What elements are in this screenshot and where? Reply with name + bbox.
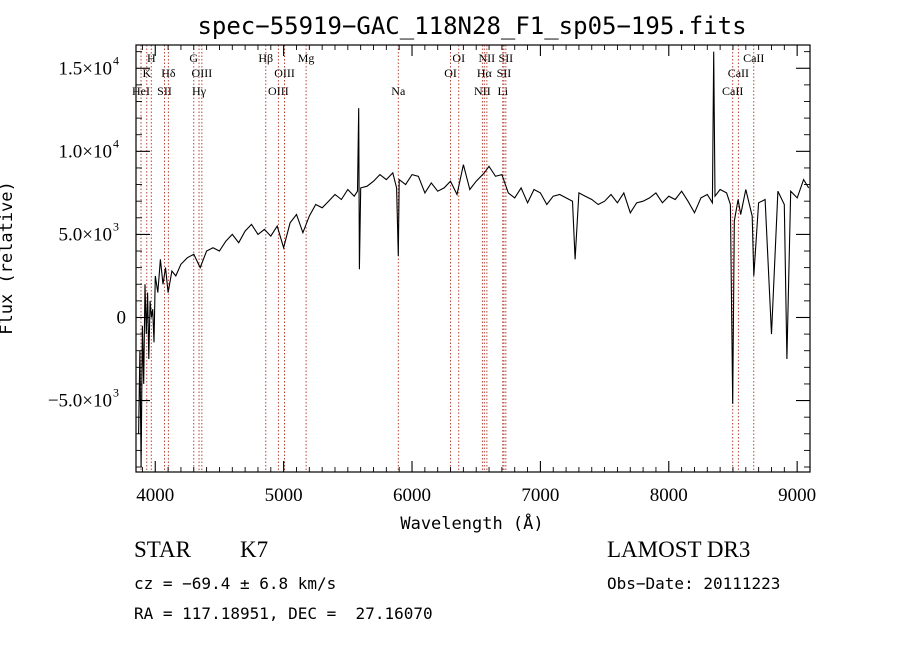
survey-name: LAMOST DR3 (607, 537, 751, 562)
x-axis-label: Wavelength (Å) (400, 512, 543, 534)
object-subclass: K7 (240, 537, 269, 562)
spectral-line-label: CaII (722, 84, 743, 98)
spectral-line-label: Na (391, 84, 406, 98)
x-tick-label: 4000 (136, 485, 174, 506)
obs-date: Obs−Date: 20111223 (607, 574, 781, 593)
axis-ticks (136, 45, 811, 472)
y-tick-exponent: 4 (113, 136, 119, 150)
y-tick-label: 5.0×10 (59, 224, 112, 245)
spectral-line-label: CaII (743, 51, 764, 65)
flux-series-line (138, 51, 810, 468)
ra-dec: RA = 117.18951, DEC = 27.16070 (134, 604, 433, 623)
spectral-line-label: K (142, 66, 151, 80)
y-tick-labels: −5.0×10 305.0×10 31.0×10 41.5×10 4 (48, 53, 126, 411)
y-tick-mantissa: 5.0×10 (59, 224, 112, 245)
y-tick-exponent: 3 (113, 386, 119, 400)
y-tick-mantissa: 1.5×10 (59, 58, 112, 79)
spectral-line-label: Hα (477, 66, 493, 80)
y-tick-mantissa: 1.0×10 (59, 141, 112, 162)
y-tick-label: 1.5×10 (59, 58, 112, 79)
spectral-line-label: HeI (132, 84, 150, 98)
spectral-line-label: Li (497, 84, 508, 98)
spectral-line-label: NII (479, 51, 496, 65)
redshift-cz: cz = −69.4 ± 6.8 km/s (134, 574, 337, 593)
spectral-line-label: OI (452, 51, 465, 65)
spectral-line-label: OIII (274, 66, 295, 80)
x-tick-label: 8000 (650, 485, 688, 506)
y-tick-label: −5.0×10 (48, 391, 112, 412)
y-tick-exponent: 3 (113, 219, 119, 233)
plot-frame (135, 44, 811, 473)
x-tick-label: 7000 (521, 485, 559, 506)
spectral-line-label: SII (497, 66, 512, 80)
x-tick-label: 5000 (265, 485, 303, 506)
spectral-line-markers (140, 45, 755, 472)
spectral-line-label: OIII (268, 84, 289, 98)
spectral-line-label: NII (474, 84, 491, 98)
y-tick-label: 1.0×10 (59, 141, 112, 162)
spectral-line-labels: HeIKHSIIHδGHγOIIIHβOIIIOIIIMgNaOIOINIIHα… (132, 51, 764, 98)
spectral-line-label: Mg (298, 51, 315, 65)
spectral-line-label: SII (157, 84, 172, 98)
x-tick-labels: 4000 5000 6000 7000 8000 9000 (136, 485, 816, 506)
spectral-line-label: Hγ (192, 84, 207, 98)
y-axis-label: Flux (relative) (0, 181, 17, 335)
spectral-line-label: OIII (192, 66, 213, 80)
chart-title: spec−55919−GAC_118N28_F1_sp05−195.fits (197, 12, 746, 40)
spectral-line-label: OI (444, 66, 457, 80)
spectral-line-label: Hβ (258, 51, 273, 65)
spectral-line-label: SII (499, 51, 514, 65)
spectral-line-label: CaII (728, 66, 749, 80)
x-tick-label: 6000 (393, 485, 431, 506)
spectral-line-label: Hδ (161, 66, 176, 80)
object-class: STAR (134, 537, 191, 562)
spectral-line-label: G (189, 51, 198, 65)
spectral-line-label: H (147, 51, 156, 65)
y-tick-mantissa: −5.0×10 (48, 391, 112, 412)
x-tick-label: 9000 (778, 485, 816, 506)
y-tick-label: 0 (117, 307, 127, 328)
y-tick-exponent: 4 (113, 53, 119, 67)
